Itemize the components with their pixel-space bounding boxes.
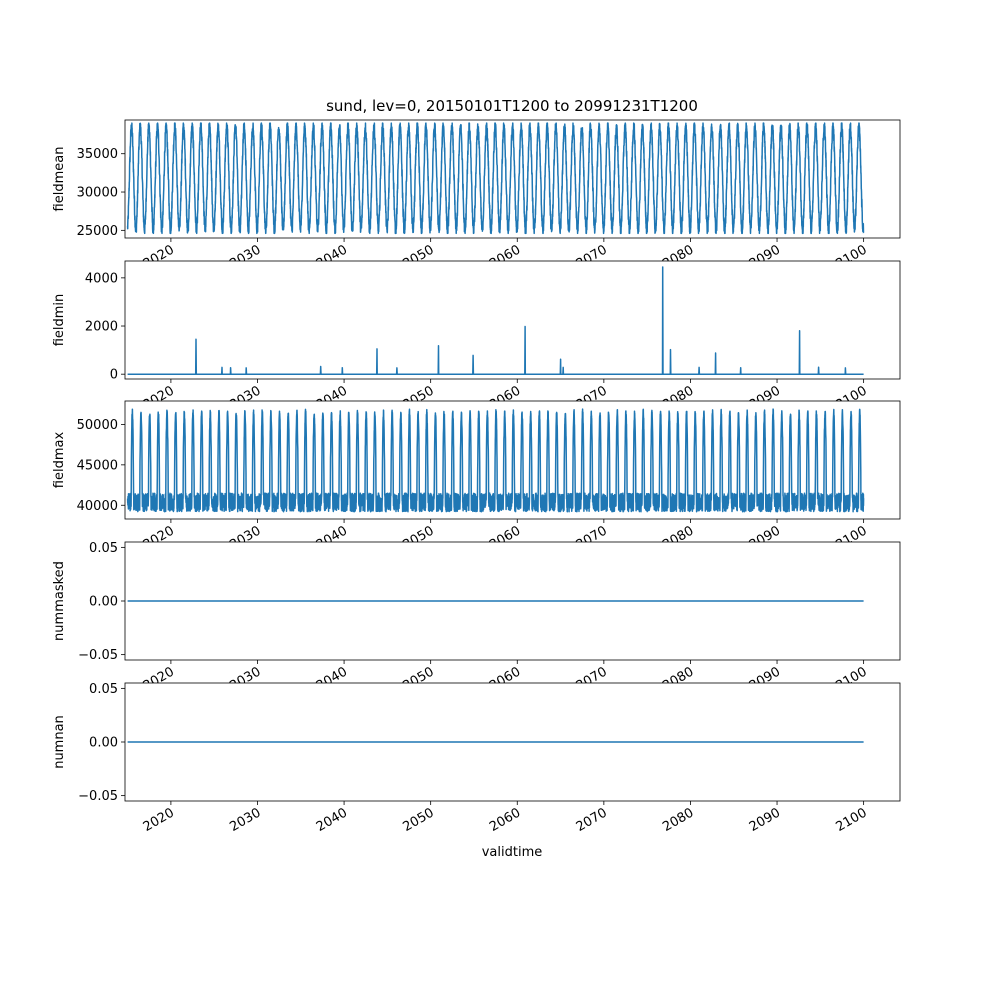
series-group xyxy=(126,122,865,235)
y-tick-label: 30000 xyxy=(77,186,118,201)
y-tick-label: 4000 xyxy=(85,271,118,286)
y-tick-label: −0.05 xyxy=(78,789,118,804)
series-group xyxy=(127,266,864,375)
y-tick-label: 25000 xyxy=(77,224,118,239)
y-tick-label: 0.00 xyxy=(89,595,118,610)
y-tick-label: 50000 xyxy=(77,418,118,433)
y-tick-label: −0.05 xyxy=(78,648,118,663)
series-group xyxy=(126,408,865,513)
y-tick-label: 0.05 xyxy=(89,682,118,697)
y-axis-label: fieldmin xyxy=(52,294,67,347)
y-tick-label: 35000 xyxy=(77,147,118,162)
axes-frame xyxy=(124,400,901,520)
chart-title: sund, lev=0, 20150101T1200 to 20991231T1… xyxy=(326,97,698,115)
y-axis-label: fieldmean xyxy=(52,147,67,212)
series-line-fieldmin xyxy=(127,266,864,375)
y-tick-label: 0.00 xyxy=(89,736,118,751)
x-axis-label: validtime xyxy=(482,845,543,860)
y-tick-label: 0 xyxy=(110,368,118,383)
series-line-fieldmean xyxy=(126,122,865,235)
y-tick-label: 0.05 xyxy=(89,541,118,556)
y-axis-label: numnan xyxy=(52,715,67,769)
y-axis-label: fieldmax xyxy=(52,432,67,489)
y-axis-label: nummasked xyxy=(52,561,67,641)
y-tick-label: 2000 xyxy=(85,320,118,335)
y-tick-label: 40000 xyxy=(77,499,118,514)
axes-frame xyxy=(124,119,901,239)
y-tick-label: 45000 xyxy=(77,458,118,473)
axes-frame xyxy=(124,260,901,380)
plot-area-background xyxy=(125,261,900,379)
series-line-fieldmax xyxy=(126,408,865,513)
